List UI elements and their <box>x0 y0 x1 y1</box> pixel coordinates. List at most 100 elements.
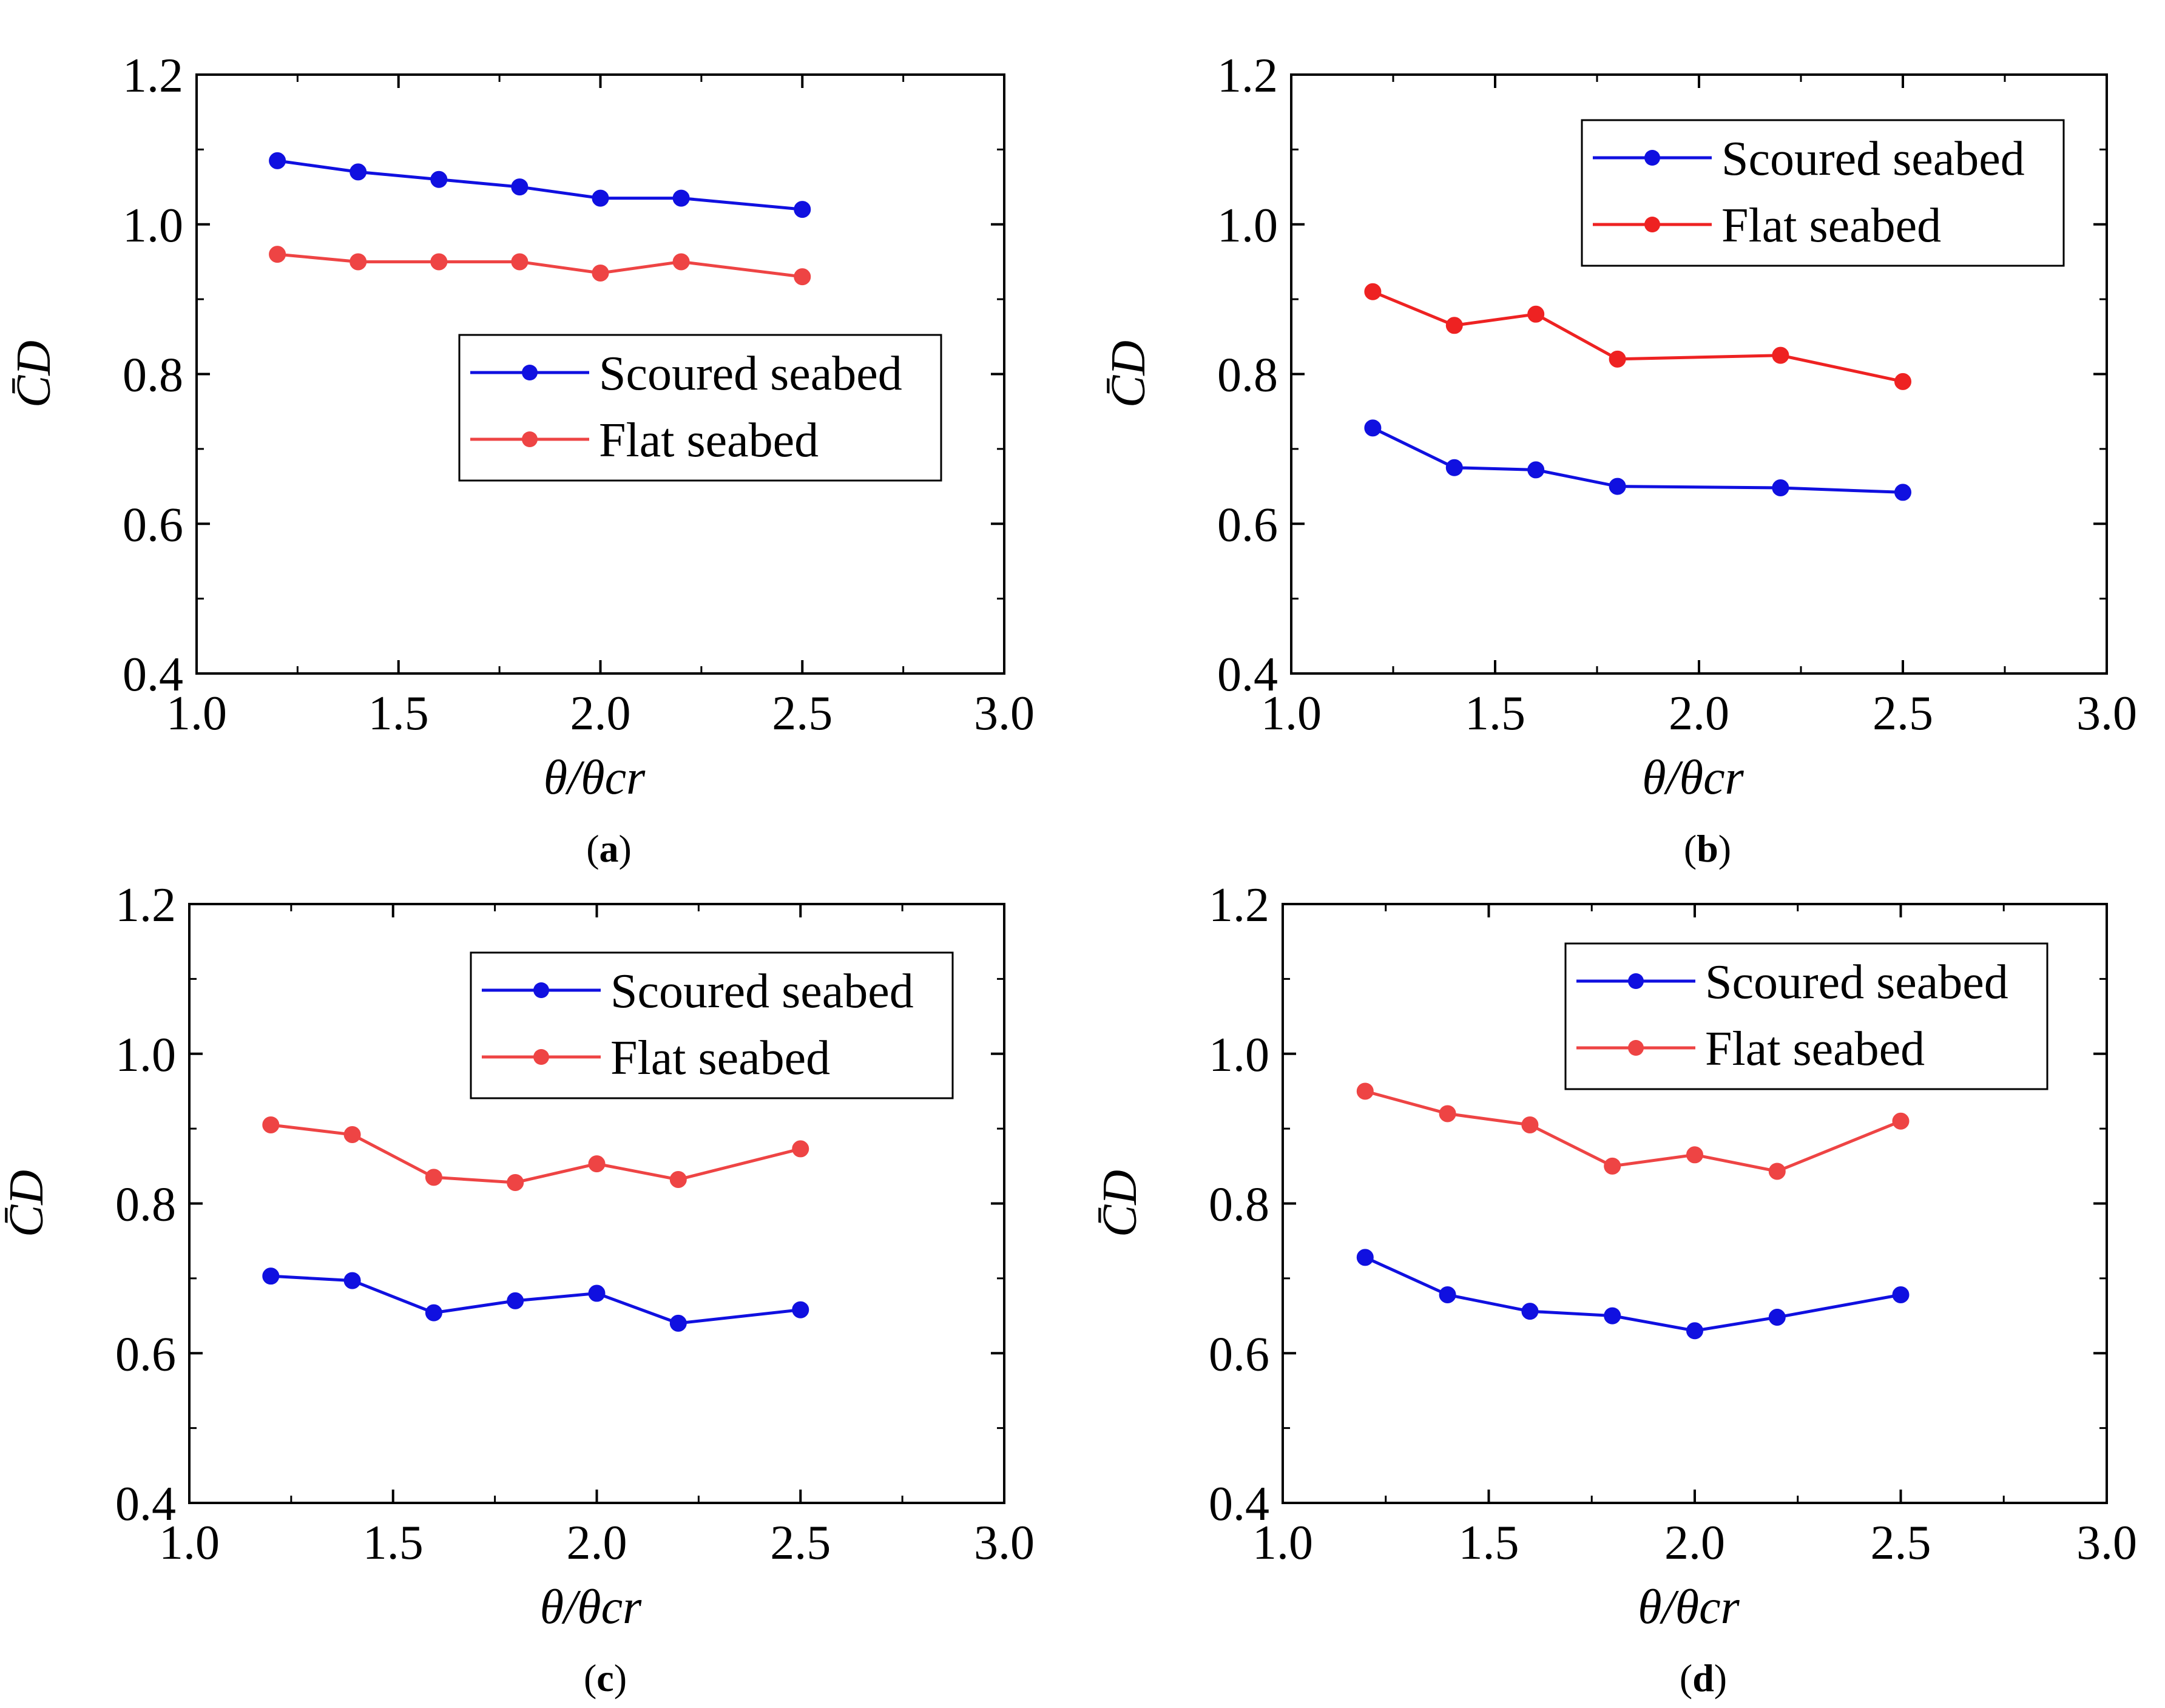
x-tick-label: 2.0 <box>1669 687 1729 740</box>
x-tick-label: 3.0 <box>2076 1516 2137 1570</box>
panel-label-letter: d <box>1692 1656 1714 1700</box>
data-point <box>794 201 811 218</box>
y-tick-label: 0.8 <box>123 349 183 402</box>
x-tick-label: 2.5 <box>770 1516 831 1570</box>
data-point <box>1521 1303 1539 1320</box>
panel-label: (d) <box>1680 1656 1727 1700</box>
panel-label-open: ( <box>584 1656 596 1700</box>
y-tick-label: 0.4 <box>1217 648 1278 701</box>
data-point <box>425 1304 442 1322</box>
legend-label: Flat seabed <box>1705 1022 1925 1076</box>
x-tick-label: 2.5 <box>1871 1516 1931 1570</box>
data-point <box>792 1140 809 1158</box>
legend-label: Scoured seabed <box>610 965 914 1018</box>
data-point <box>1686 1146 1703 1164</box>
legend-swatch-marker <box>533 1049 549 1065</box>
data-point <box>1892 1112 1910 1130</box>
data-point <box>343 1126 361 1143</box>
x-tick-label: 2.0 <box>567 1516 627 1570</box>
panel-label-close: ) <box>619 827 632 870</box>
data-point <box>1445 459 1463 476</box>
panel-label-open: ( <box>1680 1656 1692 1700</box>
series-line-flat <box>1365 1090 1902 1173</box>
y-tick-label: 1.0 <box>115 1028 176 1082</box>
y-axis-label: C̄D <box>1093 1170 1147 1237</box>
panel-label-letter: c <box>596 1656 613 1700</box>
data-point <box>1364 283 1382 300</box>
data-point <box>425 1169 442 1186</box>
data-point <box>262 1116 280 1133</box>
x-tick-label: 1.0 <box>166 687 227 740</box>
x-tick-label: 3.0 <box>2076 687 2137 740</box>
data-point <box>1894 373 1911 390</box>
data-point <box>511 253 529 271</box>
data-point <box>1604 1157 1621 1175</box>
x-tick-label: 1.5 <box>1459 1516 1519 1570</box>
data-point <box>1772 479 1789 497</box>
x-tick-label: 2.0 <box>1664 1516 1725 1570</box>
panel-label-letter: a <box>600 827 619 870</box>
data-point <box>672 189 690 207</box>
y-tick-label: 0.4 <box>1209 1477 1269 1531</box>
data-point <box>1356 1249 1374 1266</box>
legend-label: Scoured seabed <box>1721 132 2025 186</box>
x-axis-label: θ/θcr <box>540 1581 642 1634</box>
y-tick-label: 0.6 <box>123 498 183 552</box>
data-point <box>1439 1286 1456 1304</box>
y-tick-label: 0.4 <box>123 648 183 701</box>
data-point <box>1768 1309 1786 1326</box>
data-point <box>1768 1163 1786 1180</box>
data-point <box>262 1267 280 1285</box>
y-tick-label: 0.8 <box>115 1178 176 1232</box>
panel-label-open: ( <box>586 827 599 870</box>
legend-box <box>470 951 954 1099</box>
x-tick-label: 3.0 <box>974 1516 1035 1570</box>
panel-label-close: ) <box>1714 1656 1727 1700</box>
panel-label: (c) <box>584 1656 627 1700</box>
data-point <box>350 253 367 271</box>
y-tick-label: 1.0 <box>1209 1028 1269 1082</box>
data-point <box>511 178 529 196</box>
data-point <box>1609 350 1626 368</box>
x-tick-label: 1.0 <box>159 1516 220 1570</box>
y-tick-label: 0.6 <box>1209 1328 1269 1381</box>
legend-swatch-marker <box>1628 1040 1644 1056</box>
x-tick-label: 2.5 <box>1873 687 1933 740</box>
legend-label: Flat seabed <box>599 414 819 467</box>
x-axis-label: θ/θcr <box>544 751 646 805</box>
data-point <box>1521 1116 1539 1133</box>
chart-panel-c: 1.0 1.5 2.0 2.5 3.0 0.4 0.6 0.8 1.0 1.2 θ/θcr C̄D Sc… <box>0 879 1035 1700</box>
y-tick-label: 0.6 <box>115 1328 176 1381</box>
data-point <box>1686 1322 1703 1340</box>
data-point <box>430 170 448 188</box>
legend-label: Flat seabed <box>610 1031 830 1085</box>
data-point <box>1527 461 1545 479</box>
data-point <box>1356 1082 1374 1100</box>
chart-panel-b: 1.0 1.5 2.0 2.5 3.0 0.4 0.6 0.8 1.0 1.2 θ/θcr C̄D Sc… <box>1102 49 2137 870</box>
y-tick-label: 1.2 <box>115 879 176 932</box>
legend-swatch-marker <box>1628 973 1644 989</box>
data-point <box>588 1155 606 1173</box>
x-tick-label: 2.0 <box>570 687 631 740</box>
data-point <box>592 264 609 282</box>
data-point <box>269 246 286 263</box>
chart-panel-d: 1.0 1.5 2.0 2.5 3.0 0.4 0.6 0.8 1.0 1.2 θ/θcr C̄D Sc… <box>1093 879 2137 1700</box>
data-point <box>430 253 448 271</box>
legend-label: Flat seabed <box>1721 199 1941 252</box>
data-point <box>1445 317 1463 334</box>
data-point <box>794 268 811 286</box>
legend-swatch-marker <box>522 431 538 447</box>
x-tick-label: 1.5 <box>368 687 429 740</box>
legend-label: Scoured seabed <box>1705 956 2008 1009</box>
y-tick-label: 0.8 <box>1217 349 1278 402</box>
x-tick-label: 1.5 <box>363 1516 424 1570</box>
legend-swatch-marker <box>1644 217 1660 232</box>
y-tick-label: 1.2 <box>123 49 183 103</box>
data-point <box>1439 1105 1456 1122</box>
x-tick-label: 3.0 <box>974 687 1035 740</box>
y-tick-label: 1.2 <box>1217 49 1278 103</box>
panel-label-open: ( <box>1684 827 1697 870</box>
y-axis-label: C̄D <box>1102 340 1155 408</box>
legend-box <box>1564 942 2048 1090</box>
